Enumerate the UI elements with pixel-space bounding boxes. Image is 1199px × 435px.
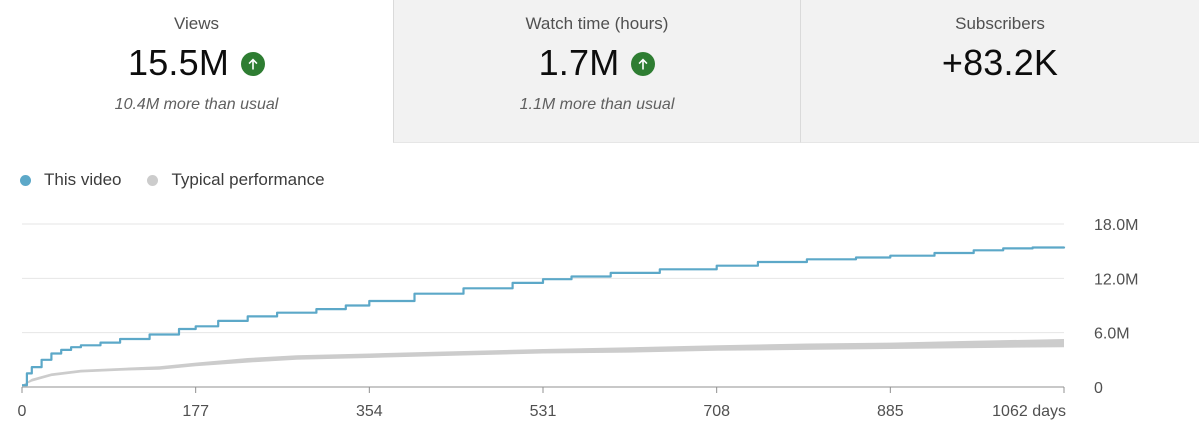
- y-tick-label: 0: [1094, 380, 1103, 397]
- subscribers-card[interactable]: Subscribers +83.2K: [800, 0, 1199, 143]
- legend-dot-typical: [147, 174, 159, 186]
- x-tick-label: 885: [877, 403, 904, 420]
- series-typical-performance-band: [22, 339, 1064, 387]
- x-tick-label: 708: [703, 403, 730, 420]
- legend-item-this-video[interactable]: This video: [20, 170, 121, 190]
- arrow-up-circle-icon: [241, 52, 266, 76]
- x-tick-label: 531: [530, 403, 557, 420]
- views-card-title: Views: [173, 14, 220, 33]
- y-tick-label: 18.0M: [1094, 217, 1138, 234]
- x-tick-label: 0: [18, 403, 27, 420]
- series-this-video-line: [22, 246, 1066, 387]
- x-tick-label: 177: [182, 403, 209, 420]
- y-tick-label: 6.0M: [1094, 326, 1130, 343]
- legend-dot-this-video: [20, 174, 31, 186]
- views-card-value: 15.5M: [127, 42, 230, 83]
- views-line-chart: 0 6.0M 12.0M 18.0M 0 177 354 531 708 885 1062 days: [18, 217, 1139, 420]
- chart-legend: This video Typical performance: [20, 170, 351, 190]
- metric-cards: Views 15.5M 10.4M more than usual Watch …: [0, 0, 1199, 143]
- subscribers-card-title: Subscribers: [955, 14, 1045, 33]
- subscribers-card-value: +83.2K: [941, 42, 1059, 83]
- views-card[interactable]: Views 15.5M 10.4M more than usual: [0, 0, 393, 143]
- x-tick-label: 354: [356, 403, 383, 420]
- x-tick-label: 1062 days: [992, 403, 1066, 420]
- views-card-subtitle: 10.4M more than usual: [114, 96, 279, 113]
- legend-label-this-video: This video: [44, 170, 122, 189]
- watch-time-card[interactable]: Watch time (hours) 1.7M 1.1M more than u…: [393, 0, 800, 143]
- arrow-up-circle-icon: [631, 52, 656, 76]
- watch-time-card-value: 1.7M: [538, 42, 620, 83]
- y-tick-label: 12.0M: [1094, 271, 1138, 288]
- legend-label-typical: Typical performance: [171, 170, 325, 189]
- watch-time-card-title: Watch time (hours): [525, 14, 669, 33]
- legend-item-typical[interactable]: Typical performance: [147, 170, 325, 190]
- watch-time-card-subtitle: 1.1M more than usual: [519, 96, 675, 113]
